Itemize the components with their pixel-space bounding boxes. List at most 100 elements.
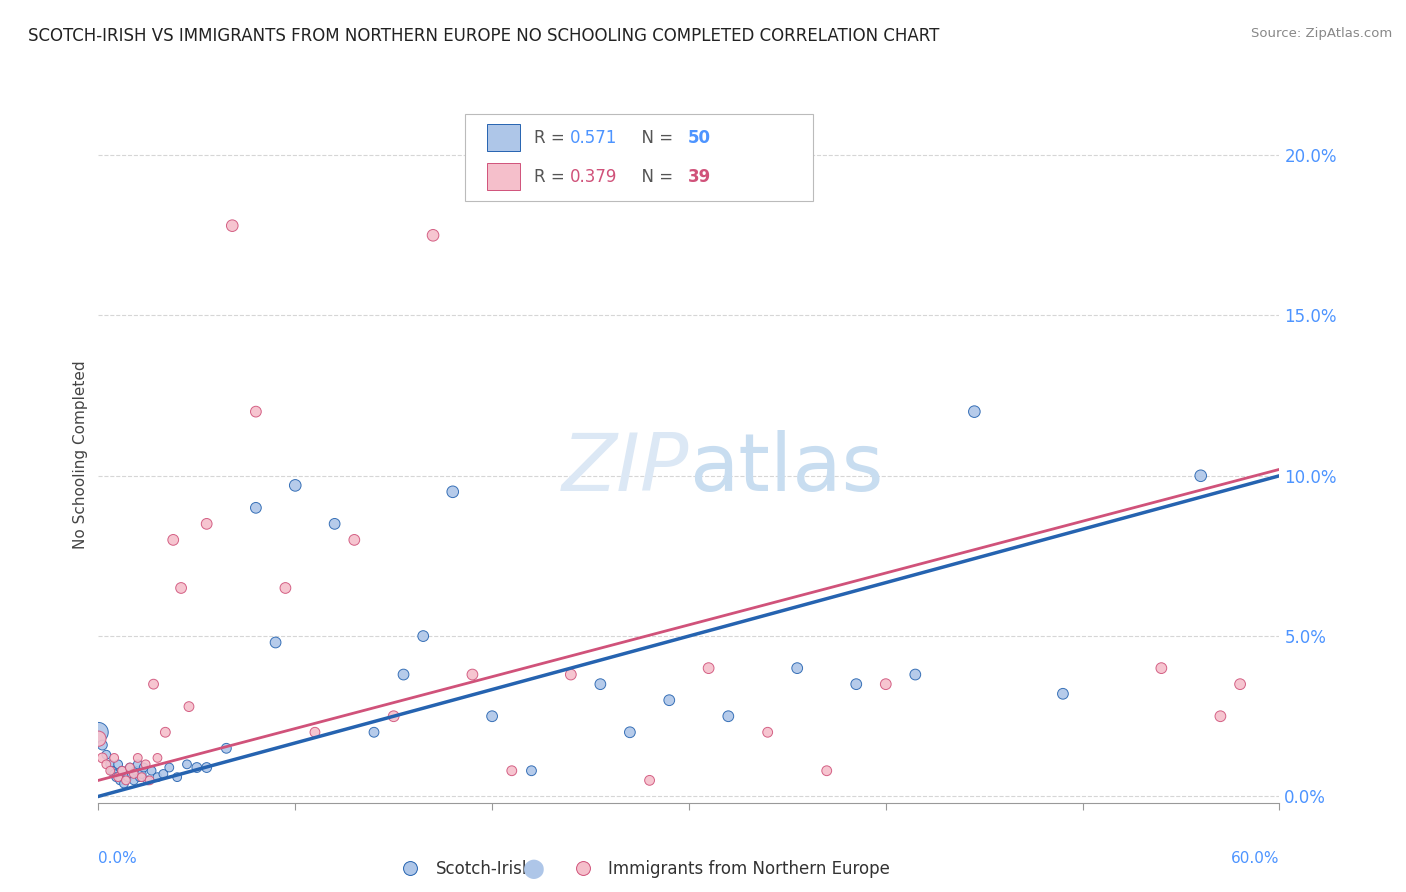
Point <box>108 773 131 788</box>
Point <box>91 738 114 752</box>
Text: 39: 39 <box>688 168 711 186</box>
Point <box>112 776 135 790</box>
FancyBboxPatch shape <box>486 124 520 151</box>
Point <box>697 661 720 675</box>
Point <box>412 629 434 643</box>
Point <box>103 767 125 781</box>
Point <box>122 767 145 781</box>
Point <box>103 751 125 765</box>
Point <box>141 764 163 778</box>
Point <box>101 764 124 778</box>
Text: 50: 50 <box>688 128 711 146</box>
Point <box>118 760 141 774</box>
Point <box>96 757 118 772</box>
Point <box>904 667 927 681</box>
Point <box>963 404 986 418</box>
Point <box>125 764 148 778</box>
Point <box>1209 709 1232 723</box>
Point <box>422 228 444 243</box>
Text: R =: R = <box>534 168 571 186</box>
Text: ZIP: ZIP <box>561 430 689 508</box>
Point <box>131 767 153 781</box>
Point <box>131 770 153 784</box>
Point <box>122 773 145 788</box>
Point <box>127 757 149 772</box>
Text: SCOTCH-IRISH VS IMMIGRANTS FROM NORTHERN EUROPE NO SCHOOLING COMPLETED CORRELATI: SCOTCH-IRISH VS IMMIGRANTS FROM NORTHERN… <box>28 27 939 45</box>
Point <box>343 533 366 547</box>
Point <box>117 770 139 784</box>
Point <box>98 764 121 778</box>
Point <box>162 533 184 547</box>
Point <box>91 751 114 765</box>
Text: 60.0%: 60.0% <box>1232 851 1279 866</box>
Point <box>157 760 180 774</box>
Point <box>363 725 385 739</box>
Point <box>717 709 740 723</box>
Text: N =: N = <box>631 168 679 186</box>
Point <box>146 751 169 765</box>
Point <box>221 219 243 233</box>
Point <box>142 677 165 691</box>
Point <box>786 661 808 675</box>
Legend: Scotch-Irish, Immigrants from Northern Europe: Scotch-Irish, Immigrants from Northern E… <box>387 854 896 885</box>
Point <box>461 667 484 681</box>
Point <box>323 516 346 531</box>
Point <box>1052 687 1074 701</box>
Point <box>195 760 218 774</box>
Point <box>382 709 405 723</box>
Point <box>127 751 149 765</box>
Point <box>815 764 838 778</box>
Point <box>1229 677 1251 691</box>
Point <box>138 773 160 788</box>
Point <box>170 581 193 595</box>
Text: ⬤: ⬤ <box>523 860 546 880</box>
Point <box>135 757 157 772</box>
Text: atlas: atlas <box>689 430 883 508</box>
FancyBboxPatch shape <box>486 163 520 190</box>
Point <box>638 773 661 788</box>
Point <box>501 764 523 778</box>
Point <box>658 693 681 707</box>
Point <box>441 484 464 499</box>
Point <box>166 770 188 784</box>
Text: 0.379: 0.379 <box>569 168 617 186</box>
Point <box>756 725 779 739</box>
Point <box>177 699 200 714</box>
Point <box>304 725 326 739</box>
Point <box>87 725 110 739</box>
Point <box>215 741 238 756</box>
Point <box>176 757 198 772</box>
Point <box>186 760 208 774</box>
Text: N =: N = <box>631 128 679 146</box>
Point <box>195 516 218 531</box>
Point <box>481 709 503 723</box>
Point <box>284 478 307 492</box>
Point <box>845 677 868 691</box>
Point <box>264 635 287 649</box>
Point <box>105 770 128 784</box>
Point <box>155 725 177 739</box>
Point <box>132 760 155 774</box>
Point <box>107 770 129 784</box>
Point <box>146 770 169 784</box>
Point <box>1189 468 1212 483</box>
Point <box>245 404 267 418</box>
Text: R =: R = <box>534 128 571 146</box>
Point <box>96 747 118 762</box>
Point <box>619 725 641 739</box>
Text: Source: ZipAtlas.com: Source: ZipAtlas.com <box>1251 27 1392 40</box>
Point <box>111 764 134 778</box>
Point <box>1150 661 1173 675</box>
Point <box>245 500 267 515</box>
Point <box>87 731 110 746</box>
Point <box>392 667 415 681</box>
Point <box>589 677 612 691</box>
Point <box>274 581 297 595</box>
Point <box>520 764 543 778</box>
Y-axis label: No Schooling Completed: No Schooling Completed <box>73 360 89 549</box>
Point <box>128 770 150 784</box>
Text: 0.571: 0.571 <box>569 128 617 146</box>
Point <box>152 767 174 781</box>
Point <box>115 773 138 788</box>
FancyBboxPatch shape <box>464 114 813 201</box>
